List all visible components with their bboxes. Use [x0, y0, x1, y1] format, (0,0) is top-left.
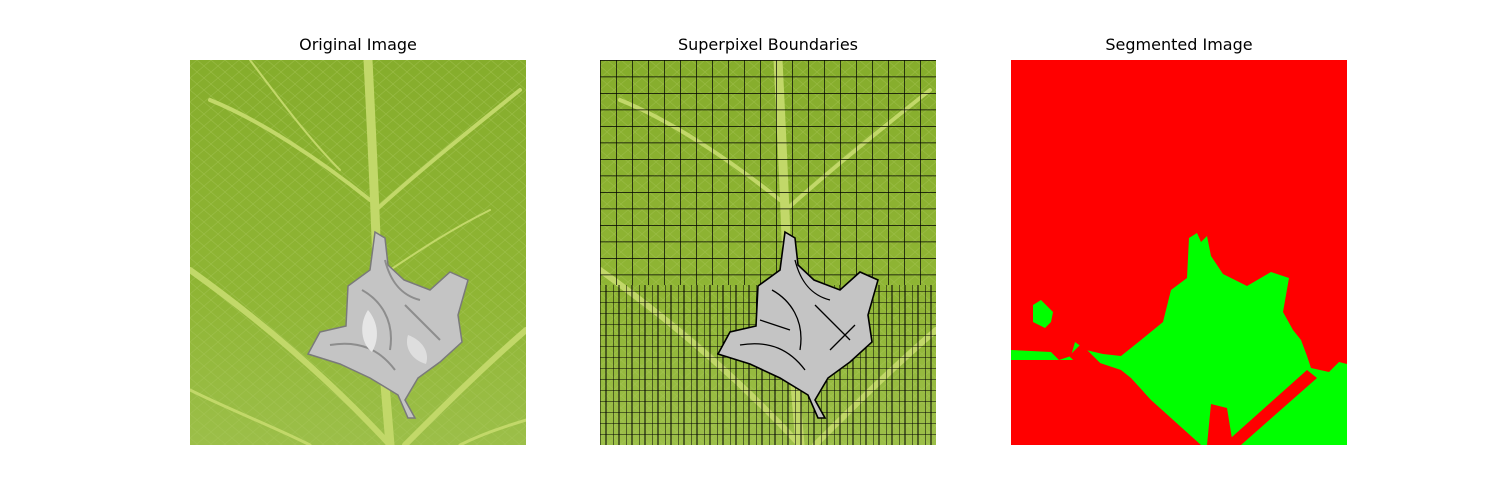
superpixel-boundaries-image: [600, 60, 936, 445]
panel-title-segmented: Segmented Image: [1105, 35, 1253, 54]
segment-foreground-region: [1011, 233, 1347, 445]
superpixel-grid-upper: [600, 60, 936, 285]
segment-foreground-region: [1033, 300, 1053, 328]
leaf-cell-texture: [190, 60, 526, 445]
panel-title-original: Original Image: [299, 35, 417, 54]
segment-vein-cut: [1223, 370, 1317, 445]
insect-specimen: [716, 230, 879, 419]
segmented-image: [1011, 60, 1347, 445]
insect-specimen: [306, 230, 469, 419]
panel-title-superpixel: Superpixel Boundaries: [677, 35, 859, 54]
original-image: [190, 60, 526, 445]
segment-vein-cut: [1069, 344, 1183, 445]
